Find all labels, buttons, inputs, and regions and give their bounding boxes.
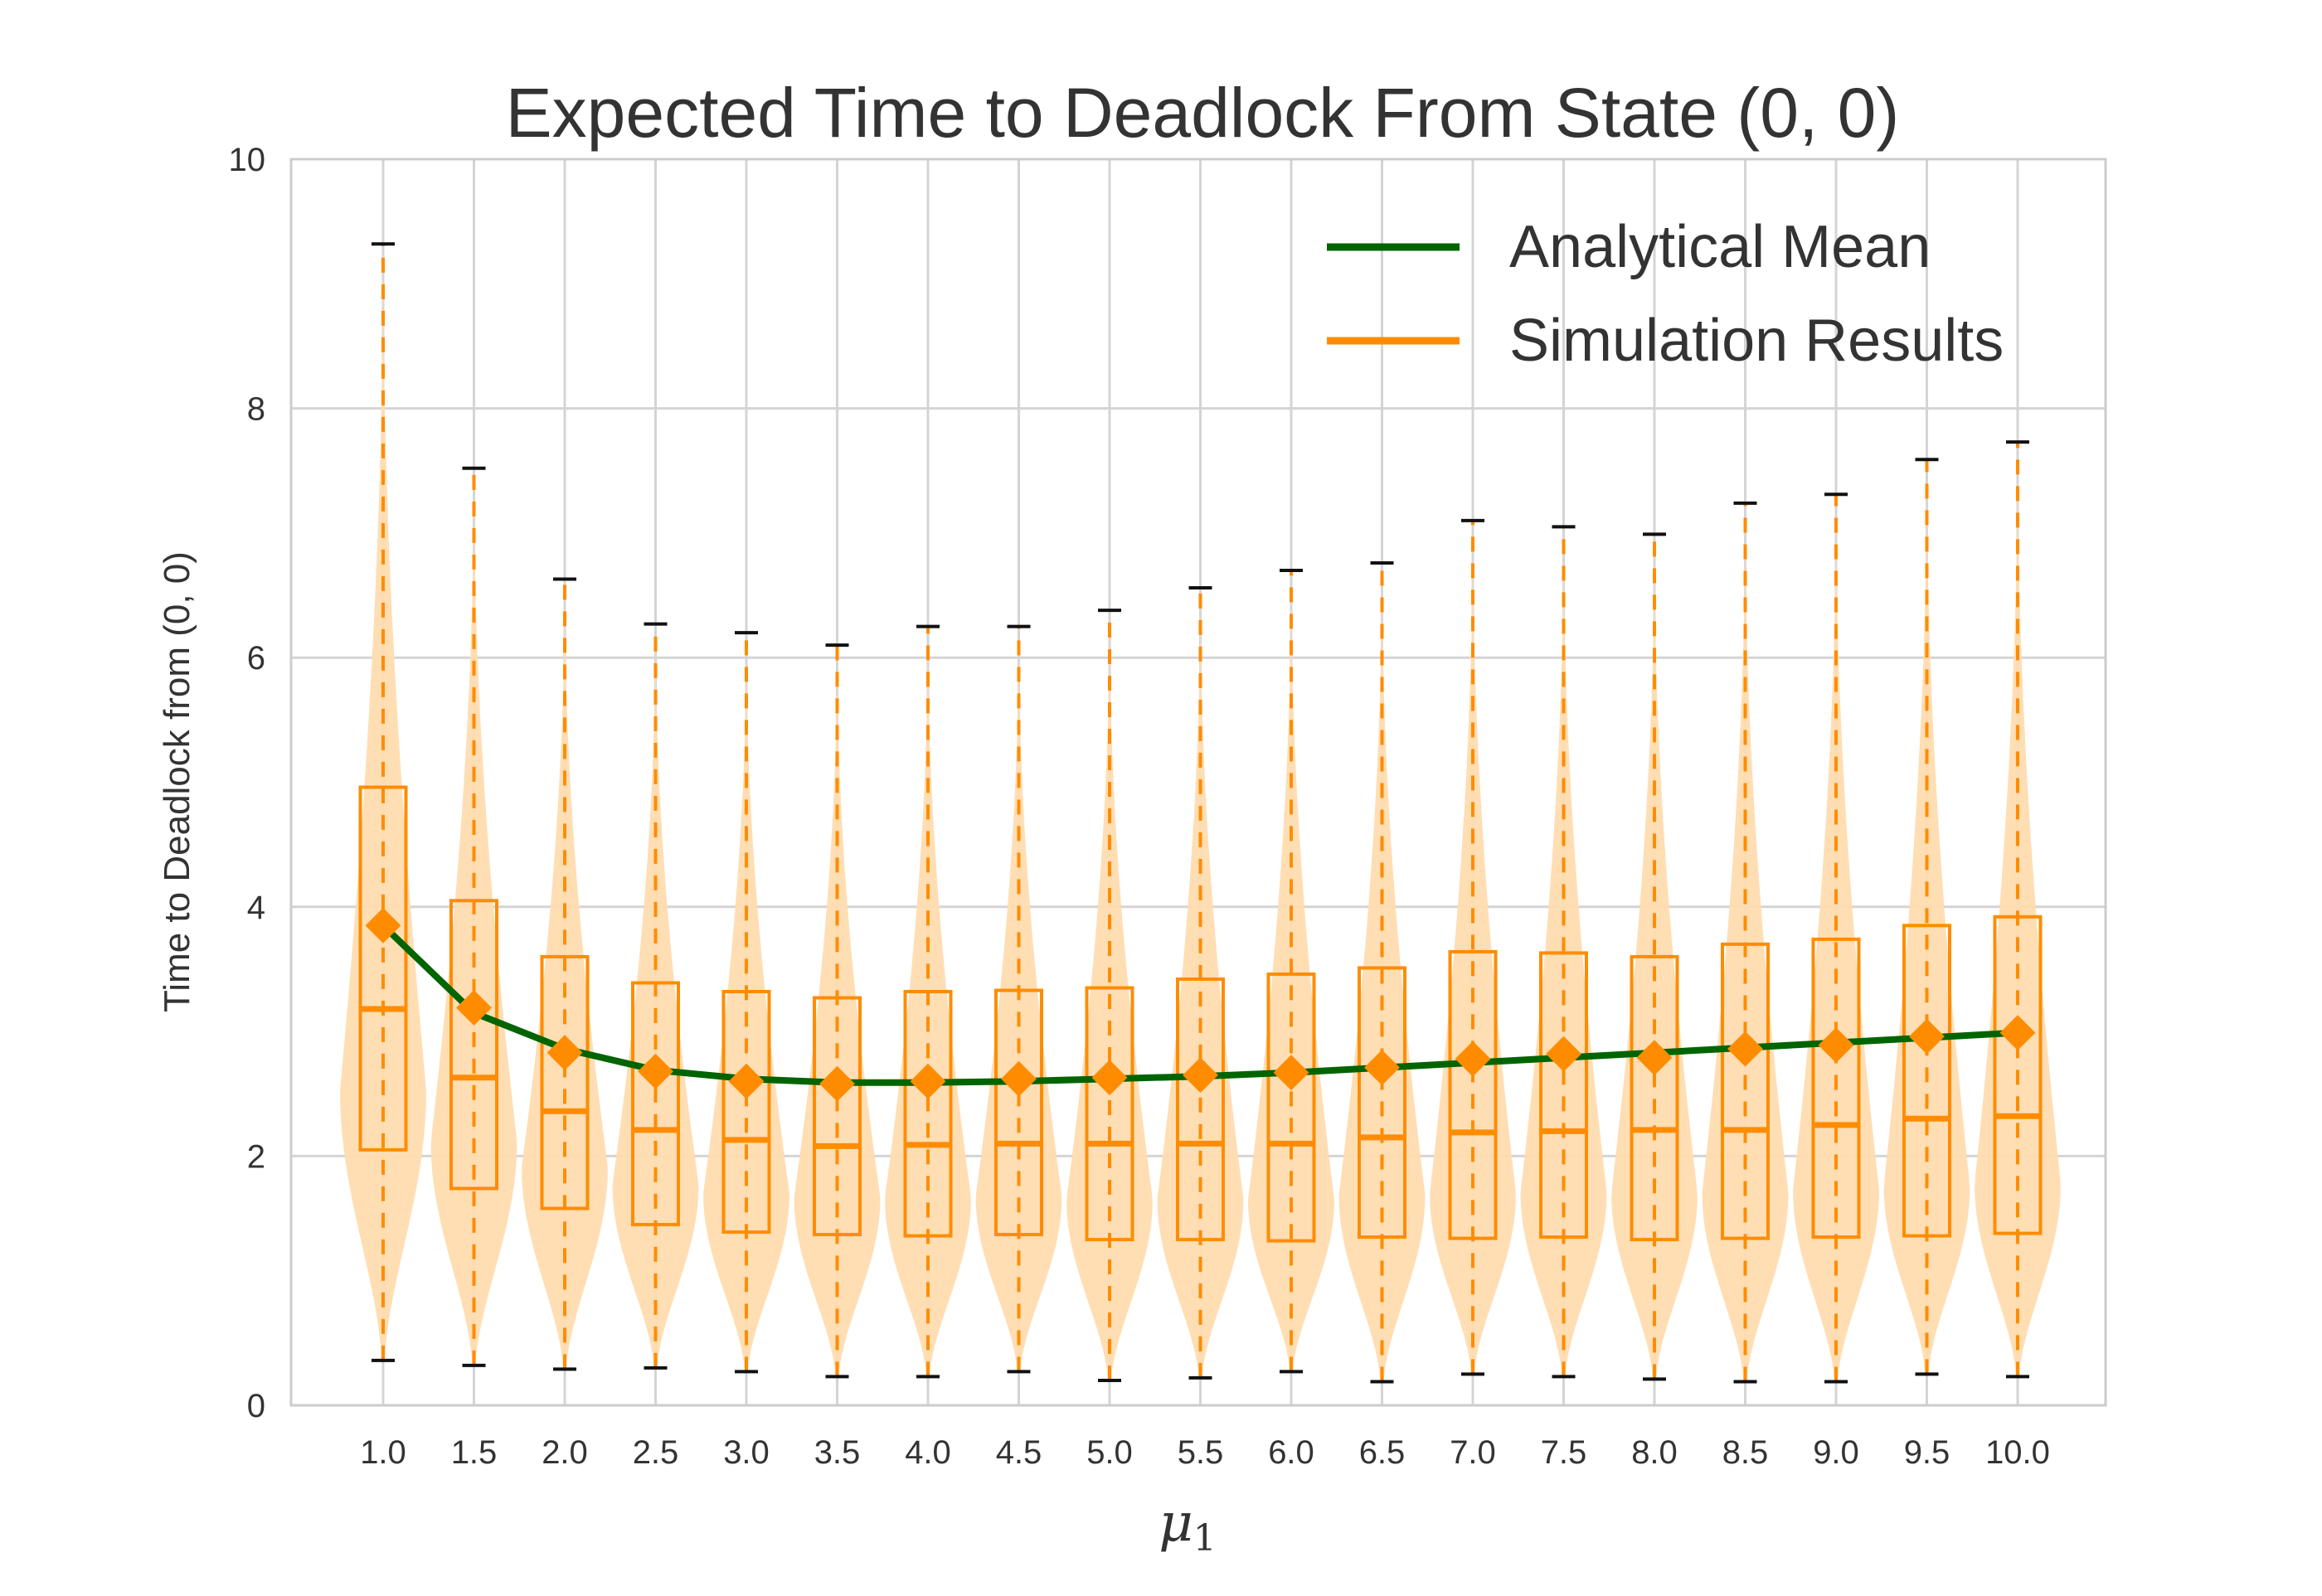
x-tick-label: 5.5 xyxy=(1178,1434,1224,1471)
legend: Analytical Mean Simulation Results xyxy=(1327,214,2004,374)
box-7.5 xyxy=(1539,951,1588,1239)
mean-marker-10.0 xyxy=(1999,1015,2036,1051)
mean-marker-2.0 xyxy=(546,1035,583,1071)
box-9.5 xyxy=(1902,924,1951,1238)
box-10.0 xyxy=(1993,914,2043,1235)
box-2.5 xyxy=(631,981,680,1227)
mean-marker-6.0 xyxy=(1273,1055,1309,1091)
boxes xyxy=(358,785,2043,1243)
box-3.0 xyxy=(721,990,771,1235)
x-tick-label: 8.0 xyxy=(1631,1434,1678,1471)
x-tick-label: 7.5 xyxy=(1541,1434,1587,1471)
mean-marker-5.5 xyxy=(1183,1057,1218,1094)
y-tick-label: 6 xyxy=(247,640,265,677)
mean-marker-9.0 xyxy=(1818,1027,1854,1064)
y-tick-label: 8 xyxy=(247,391,265,428)
box-4.0 xyxy=(903,990,953,1238)
x-tick-label: 10.0 xyxy=(1985,1434,2050,1471)
x-tick-label: 9.5 xyxy=(1904,1434,1950,1471)
x-tick-label: 6.5 xyxy=(1359,1434,1406,1471)
x-tick-label: 8.5 xyxy=(1722,1434,1769,1471)
legend-label-simulation-results: Simulation Results xyxy=(1509,308,2004,374)
box-8.5 xyxy=(1721,942,1770,1240)
box-5.0 xyxy=(1085,986,1134,1242)
mean-markers xyxy=(365,907,2036,1102)
legend-label-analytical-mean: Analytical Mean xyxy=(1509,214,1931,280)
x-tick-label: 1.5 xyxy=(451,1434,498,1471)
y-tick-label: 0 xyxy=(247,1388,265,1424)
y-tick-label: 4 xyxy=(247,890,265,926)
x-tick-label: 4.0 xyxy=(905,1434,951,1471)
mean-marker-2.5 xyxy=(638,1053,673,1089)
box-5.5 xyxy=(1176,977,1225,1242)
box-3.5 xyxy=(813,996,862,1237)
mean-marker-9.5 xyxy=(1909,1018,1945,1055)
x-tick-label: 2.0 xyxy=(542,1434,588,1471)
mean-marker-1.5 xyxy=(456,990,492,1026)
x-tick-labels: 1.0 1.5 2.0 2.5 3.0 3.5 4.0 4.5 5.0 5.5 6.0 6.5 7.0 7… xyxy=(360,1434,2050,1471)
box-2.0 xyxy=(540,954,590,1210)
box-7.0 xyxy=(1448,949,1498,1240)
mean-marker-8.5 xyxy=(1727,1031,1763,1067)
box-1.0 xyxy=(358,785,408,1152)
mean-marker-4.5 xyxy=(1001,1060,1037,1097)
mean-marker-4.0 xyxy=(910,1063,946,1099)
y-tick-label: 10 xyxy=(229,142,266,178)
x-tick-label: 3.0 xyxy=(723,1434,770,1471)
x-axis-label-subscript: 1 xyxy=(1193,1517,1217,1560)
x-tick-label: 9.0 xyxy=(1813,1434,1859,1471)
box-8.0 xyxy=(1630,954,1679,1242)
mean-marker-3.5 xyxy=(819,1065,855,1102)
mean-marker-7.0 xyxy=(1455,1041,1491,1077)
box-6.5 xyxy=(1358,966,1406,1239)
chart-title: Expected Time to Deadlock From State (0,… xyxy=(506,74,1900,152)
mean-marker-1.0 xyxy=(365,907,401,944)
mean-marker-6.5 xyxy=(1364,1050,1400,1086)
x-tick-label: 7.0 xyxy=(1450,1434,1496,1471)
box-4.5 xyxy=(994,988,1043,1237)
box-9.0 xyxy=(1811,937,1861,1239)
y-tick-labels: 0 2 4 6 8 10 xyxy=(229,142,266,1424)
mean-marker-7.5 xyxy=(1546,1036,1581,1072)
y-tick-label: 2 xyxy=(247,1138,265,1175)
x-tick-label: 2.5 xyxy=(633,1434,679,1471)
box-6.0 xyxy=(1266,972,1316,1243)
x-axis-label: μ1 xyxy=(1159,1492,1217,1560)
x-tick-label: 3.5 xyxy=(814,1434,861,1471)
x-axis-label-symbol: μ xyxy=(1159,1492,1193,1554)
y-axis-label: Time to Deadlock from (0, 0) xyxy=(157,551,197,1012)
mean-marker-3.0 xyxy=(728,1063,765,1099)
x-tick-label: 5.0 xyxy=(1086,1434,1133,1471)
box-1.5 xyxy=(449,899,498,1191)
plot-frame xyxy=(289,158,2107,1407)
x-tick-label: 1.0 xyxy=(360,1434,406,1471)
mean-marker-8.0 xyxy=(1636,1040,1673,1076)
x-tick-label: 4.5 xyxy=(996,1434,1042,1471)
mean-marker-5.0 xyxy=(1091,1060,1128,1096)
x-tick-label: 6.0 xyxy=(1268,1434,1314,1471)
